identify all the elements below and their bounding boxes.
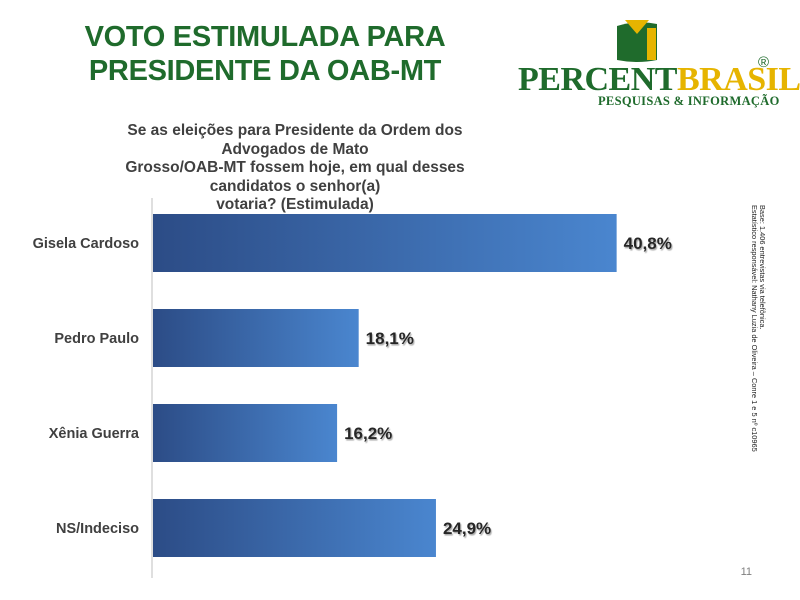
question-line-1: Se as eleições para Presidente da Ordem … bbox=[127, 122, 463, 158]
question-line-2: Grosso/OAB-MT fossem hoje, em qual desse… bbox=[125, 159, 465, 195]
title-line-2: PRESIDENTE DA OAB-MT bbox=[88, 55, 442, 87]
logo-word-percent: PERCENT bbox=[518, 61, 677, 98]
category-label: Xênia Guerra bbox=[49, 426, 140, 442]
logo-wordmark: PERCENTBRASIL bbox=[518, 60, 800, 100]
bar-0 bbox=[153, 214, 617, 272]
page-title: VOTO ESTIMULADA PARA PRESIDENTE DA OAB-M… bbox=[70, 20, 460, 88]
percentbrasil-logo: PERCENTBRASIL ® PESQUISAS & INFORMAÇÃO bbox=[518, 20, 800, 110]
data-label: 16,2% bbox=[344, 424, 392, 443]
logo-tagline: PESQUISAS & INFORMAÇÃO bbox=[598, 94, 780, 108]
footnote-base: Base: 1.406 entrevistas via telefônica. bbox=[758, 205, 767, 330]
title-line-1: VOTO ESTIMULADA PARA bbox=[84, 21, 446, 53]
question-line-3: votaria? (Estimulada) bbox=[216, 196, 374, 213]
category-label: Pedro Paulo bbox=[54, 331, 139, 347]
data-label: 40,8% bbox=[624, 234, 672, 253]
flag-mark-icon bbox=[617, 20, 657, 62]
bar-3 bbox=[153, 499, 436, 557]
registered-mark: ® bbox=[758, 54, 770, 71]
data-label: 18,1% bbox=[366, 329, 414, 348]
bar-2 bbox=[153, 404, 338, 462]
bar-1 bbox=[153, 309, 359, 367]
survey-question: Se as eleições para Presidente da Ordem … bbox=[95, 122, 495, 215]
category-label: NS/Indeciso bbox=[56, 521, 139, 537]
data-label: 24,9% bbox=[443, 519, 491, 538]
methodology-footnote: Base: 1.406 entrevistas via telefônica. … bbox=[750, 205, 768, 465]
logo-word-brasil: BRASIL bbox=[676, 61, 800, 98]
page-number: 11 bbox=[740, 566, 752, 578]
footnote-statistician: Estatístico responsável: Nathany Luzia d… bbox=[750, 205, 760, 452]
bar-chart: Gisela Cardoso 40,8% Pedro Paulo 18,1% Xênia… bbox=[33, 198, 672, 578]
category-label: Gisela Cardoso bbox=[33, 236, 140, 252]
